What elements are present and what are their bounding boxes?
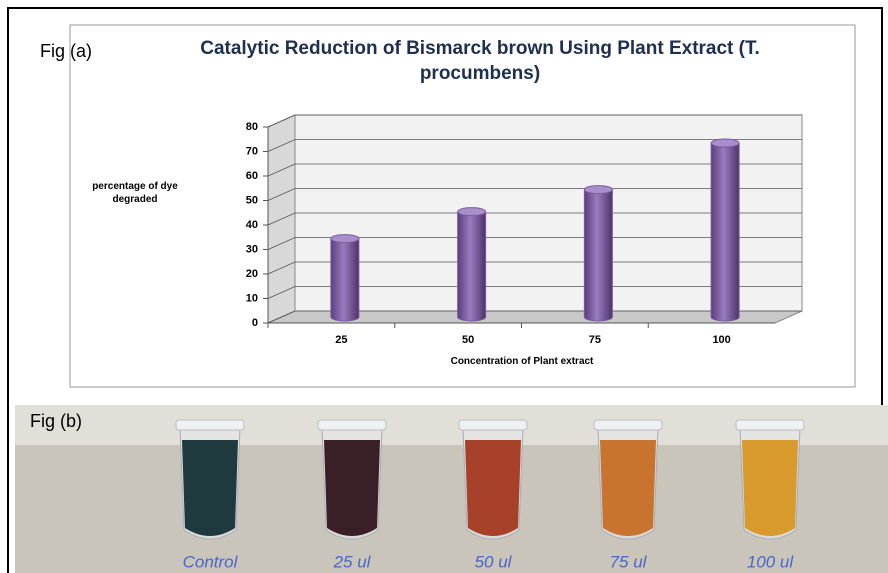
y-tick-label: 80 — [246, 121, 258, 133]
tube-label: 75 ul — [610, 552, 648, 571]
y-tick-label: 10 — [246, 292, 258, 304]
tube-label: 50 ul — [475, 552, 513, 571]
x-axis-label: Concentration of Plant extract — [372, 356, 672, 367]
chart-title: Catalytic Reduction of Bismarck brown Us… — [180, 36, 780, 86]
bar — [458, 208, 486, 321]
y-tick-label: 0 — [252, 317, 258, 329]
bar-body — [331, 239, 359, 321]
tube-cap — [736, 420, 804, 430]
tube-cap — [318, 420, 386, 430]
page: 0 10 20 30 40 50 60 70 80 25 50 75 100 Control 25 ul 5… — [0, 0, 888, 573]
bar-body — [584, 190, 612, 321]
bar-body — [458, 212, 486, 321]
y-tick-label: 30 — [246, 243, 258, 255]
tube-liquid — [465, 440, 521, 536]
tube-liquid — [600, 440, 656, 536]
bar-body — [711, 143, 739, 321]
y-axis-label: percentage of dye degraded — [70, 180, 200, 206]
panel-label: Fig (a) — [40, 41, 92, 61]
tube-cap — [176, 420, 244, 430]
tube-liquid — [324, 440, 380, 536]
bar — [331, 235, 359, 321]
x-tick-label: 25 — [335, 334, 347, 346]
panel-label: Fig (b) — [30, 411, 82, 431]
bar-top — [584, 186, 612, 194]
bar-top — [458, 208, 486, 216]
bar-top — [711, 139, 739, 147]
bar — [584, 186, 612, 321]
tube-label: 100 ul — [747, 552, 795, 571]
x-tick-label: 100 — [712, 334, 730, 346]
chart: 0 10 20 30 40 50 60 70 80 25 50 75 100 — [246, 115, 802, 346]
bar — [711, 139, 739, 321]
y-tick-label: 60 — [246, 170, 258, 182]
bar-top — [331, 235, 359, 243]
x-tick-label: 75 — [589, 334, 601, 346]
y-tick-label: 40 — [246, 219, 258, 231]
tube-label: Control — [183, 552, 239, 571]
y-tick-label: 20 — [246, 268, 258, 280]
tube-liquid — [182, 440, 238, 536]
y-tick-label: 50 — [246, 194, 258, 206]
y-tick-label: 70 — [246, 145, 258, 157]
tube-cap — [594, 420, 662, 430]
tube-label: 25 ul — [333, 552, 372, 571]
tube-liquid — [742, 440, 798, 536]
x-tick-label: 50 — [462, 334, 474, 346]
photo: Control 25 ul 50 ul 75 ul 100 ul — [15, 405, 888, 573]
tube-cap — [459, 420, 527, 430]
